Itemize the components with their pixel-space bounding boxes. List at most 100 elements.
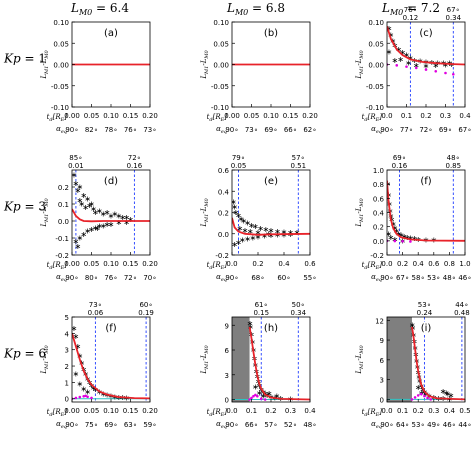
alpha-tick-label: 66∘	[245, 421, 258, 429]
x-axis-label-part: ]	[378, 261, 382, 269]
y-axis-label: LM1-LM0	[200, 50, 210, 80]
y-tick-label: 9	[225, 322, 229, 330]
vline-alpha-label: 79∘	[232, 154, 245, 162]
alpha-tick-label: 52∘	[284, 421, 297, 429]
header-value: = 6.8	[248, 1, 285, 15]
data-point: ∗	[404, 233, 411, 242]
alpha-tick-label: 73∘	[245, 126, 258, 134]
data-point: ∗	[104, 220, 111, 229]
data-point: ∗	[418, 388, 425, 397]
row-label: Kp = 1	[3, 52, 46, 66]
alpha-tick-label: 77∘	[400, 126, 413, 134]
x-axis-label-part: d	[364, 412, 367, 418]
x-tick-label: 0.2	[397, 260, 408, 268]
plot-area: ∗∗∗∗∗∗∗∗∗∗∗∗∗∗∗∗∗∗∗ ∗∗∗∗∗∗∗	[387, 317, 465, 402]
y-axis-label-part: -L	[40, 353, 48, 360]
data-point: ∗	[123, 213, 130, 222]
alpha-axis-label: αeq	[371, 273, 382, 283]
y-tick-label: 0.00	[53, 62, 69, 70]
row-label-value: = 6	[21, 347, 46, 361]
y-axis-label: LM1-LM0	[40, 50, 50, 80]
vline-value-label: 0.16	[392, 162, 408, 170]
y-tick-label: 0.05	[53, 40, 69, 48]
data-point: ∗	[257, 224, 264, 233]
alpha-axis-label: αeq	[371, 420, 382, 430]
vline-value-label: 0.85	[446, 162, 462, 170]
data-point: ∗	[115, 218, 122, 227]
y-axis-label-part: M1	[359, 361, 365, 370]
row-label-value: = 3	[21, 200, 46, 214]
data-point: ∗	[268, 226, 275, 235]
y-axis-label-part: M1	[44, 214, 50, 223]
row-label-kp: Kp	[3, 200, 21, 214]
x-tick-label: 0.0	[381, 407, 392, 415]
alpha-tick-label: 90∘	[225, 421, 238, 429]
alpha-tick-label: 90∘	[380, 126, 393, 134]
alpha-tick-label: 76∘	[124, 126, 137, 134]
x-axis-label-part: ]	[223, 408, 227, 416]
data-point: ∗	[92, 223, 99, 232]
y-tick-label: 2	[65, 363, 69, 371]
x-tick-label: 0.6	[304, 260, 316, 268]
data-point: ∗	[90, 205, 97, 214]
pink-point	[416, 394, 420, 397]
x-axis-label-part: E	[220, 412, 225, 418]
pink-point	[259, 397, 263, 400]
pink-point	[414, 66, 418, 70]
x-axis-label: td[RE]	[47, 261, 68, 271]
alpha-tick-label: 53∘	[412, 421, 425, 429]
y-axis-label-part: -L	[200, 353, 208, 360]
alpha-axis-label-part: eq	[221, 277, 227, 283]
x-axis-label-part: ]	[63, 113, 67, 121]
y-axis-label-part: M1	[359, 214, 365, 223]
data-point: ∗	[123, 218, 130, 227]
alpha-axis-label: αeq	[56, 273, 67, 283]
panel-id: (f)	[105, 323, 116, 334]
pink-point	[409, 240, 412, 243]
data-point: ∗	[230, 197, 237, 206]
x-axis-label-part: E	[375, 265, 380, 271]
alpha-axis-label-part: eq	[376, 129, 382, 135]
data-point: ∗	[262, 225, 269, 234]
x-axis-label: td[RE]	[207, 408, 228, 418]
data-point: ∗	[247, 322, 254, 331]
data-point: ∗	[115, 211, 122, 220]
data-point: ∗	[84, 227, 91, 236]
y-axis-label-part: M1	[204, 214, 210, 223]
y-tick-label: 3	[380, 377, 384, 385]
data-point: ∗	[397, 55, 404, 64]
plot-area: ∗∗∗∗∗∗∗∗∗∗∗∗ ∗ ∗ ∗ ∗∗∗∗∗∗∗ ∗ ∗ ∗ ∗ ∗∗∗∗ ∗ ∗	[230, 170, 310, 255]
data-point: ∗	[71, 324, 78, 333]
alpha-tick-label: 46∘	[443, 421, 456, 429]
y-tick-label: 0	[65, 396, 69, 404]
y-axis-label-part: L	[355, 74, 363, 80]
alpha-axis-label-part: eq	[376, 424, 382, 430]
y-axis-label-part: M0	[204, 50, 210, 60]
x-axis-label-part: E	[60, 265, 65, 271]
data-point: ∗	[238, 214, 245, 223]
vline-alpha-label: 76∘	[404, 6, 417, 14]
data-point: ∗	[78, 200, 85, 209]
data-point: ∗	[391, 235, 398, 244]
x-tick-label: 0.4	[413, 260, 425, 268]
panels: (a)0.100.050.00-0.05-0.100.0090∘0.0582∘0…	[40, 6, 472, 430]
data-point: ∗	[443, 388, 450, 397]
x-tick-label: 0.05	[84, 112, 100, 120]
shaded-region	[387, 317, 412, 402]
fit-line	[387, 180, 465, 242]
x-axis-label-part: [R	[53, 113, 62, 121]
x-tick-label: 0.05	[84, 260, 100, 268]
data-point: ∗	[409, 320, 416, 329]
y-tick-label: 0.2	[58, 184, 69, 192]
data-point: ∗	[255, 228, 262, 237]
alpha-tick-label: 57∘	[264, 421, 277, 429]
y-axis-label: LM1-LM0	[355, 50, 365, 80]
alpha-tick-label: 90∘	[65, 274, 78, 282]
pink-point	[74, 396, 78, 400]
pink-point	[86, 395, 89, 399]
panel-id: (c)	[419, 28, 432, 39]
pink-point	[252, 394, 255, 398]
vline-alpha-label: 44∘	[455, 301, 468, 309]
y-tick-label: 0.10	[213, 19, 229, 27]
x-tick-label: 0.05	[244, 112, 260, 120]
